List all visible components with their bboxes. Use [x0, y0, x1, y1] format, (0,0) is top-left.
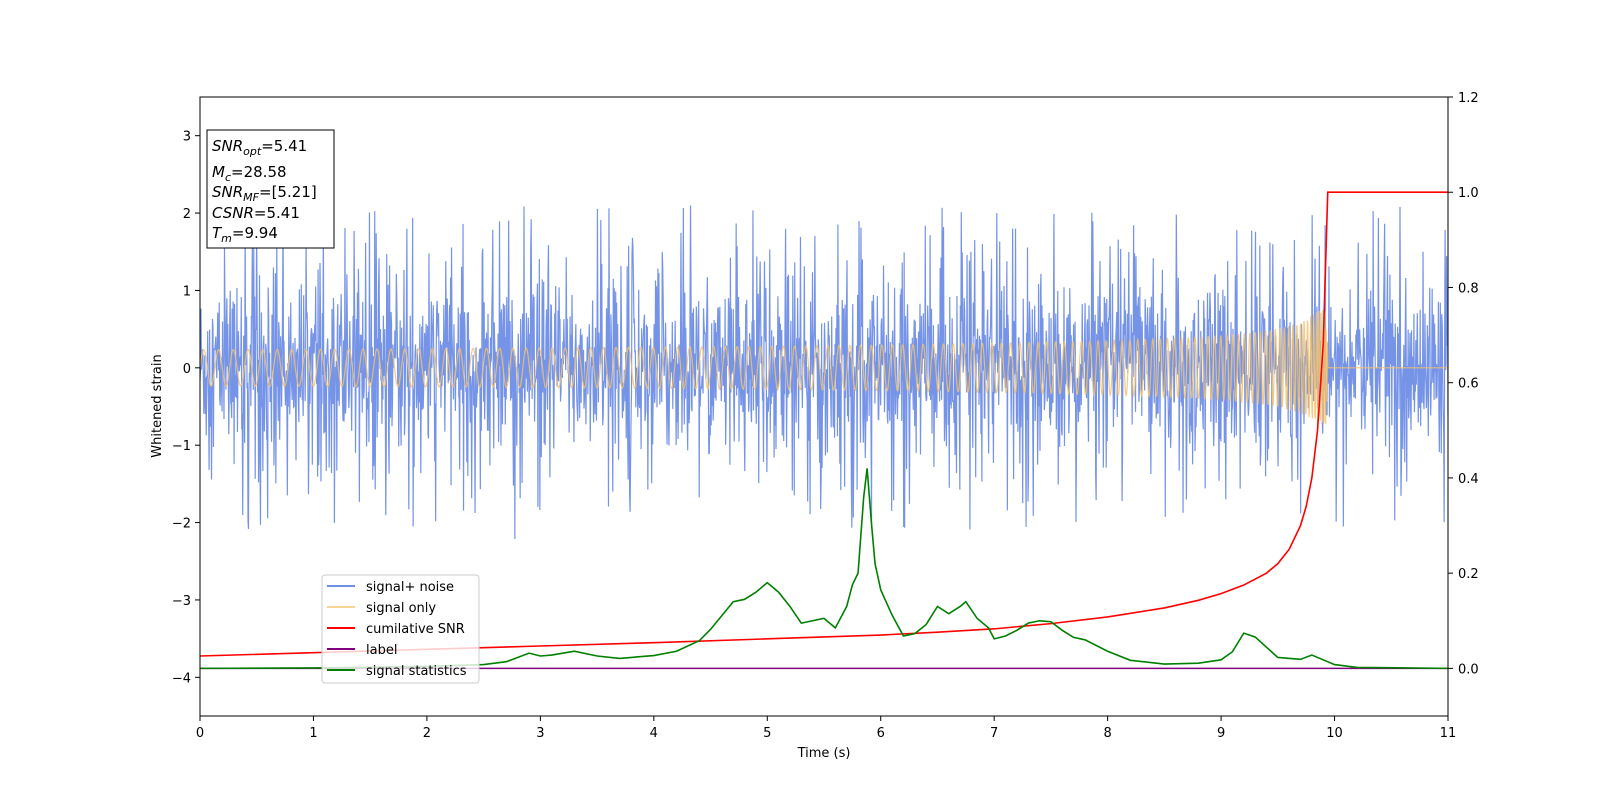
legend-label: signal+ noise	[366, 580, 454, 595]
legend-label: signal statistics	[366, 664, 467, 679]
info-line-subscript: opt	[243, 145, 262, 158]
x-axis-label: Time (s)	[797, 746, 851, 761]
info-box-frame	[206, 129, 335, 249]
info-line-subscript: m	[221, 232, 232, 245]
x-tick-label: 11	[1440, 726, 1457, 741]
info-line: SNRopt=5.41	[212, 137, 307, 158]
y-right-tick-label: 0.4	[1458, 472, 1479, 487]
x-tick-label: 6	[877, 726, 885, 741]
y-tick-label: 2	[183, 207, 191, 222]
legend-label: signal only	[366, 601, 436, 616]
info-line-base: CSNR	[212, 204, 254, 222]
legend: signal+ noise signal only cumilative SNR la…	[321, 574, 480, 684]
x-tick-label: 4	[650, 726, 658, 741]
x-tick-label: 10	[1326, 726, 1343, 741]
info-box: SNRopt=5.41Mc=28.58SNRMF=[5.21]CSNR=5.41…	[206, 129, 335, 249]
y-right-tick-label: 0.2	[1458, 567, 1479, 582]
x-tick-label: 5	[763, 726, 771, 741]
info-line: SNRMF=[5.21]	[212, 183, 317, 204]
x-tick-label: 0	[196, 726, 204, 741]
y-right-tick-label: 0.6	[1458, 377, 1479, 392]
y-right-tick-label: 0.8	[1458, 281, 1479, 296]
info-line: Mc=28.58	[212, 163, 287, 184]
x-tick-label: 3	[536, 726, 544, 741]
y-tick-label: −3	[172, 594, 191, 609]
y-right-tick-label: 0.0	[1458, 662, 1479, 677]
info-line-value: =[5.21]	[259, 183, 317, 201]
x-tick-label: 2	[423, 726, 431, 741]
legend-label: cumilative SNR	[366, 622, 465, 637]
info-line: Tm=9.94	[212, 224, 278, 245]
info-line-value: =9.94	[232, 224, 278, 242]
info-line-base: T	[212, 224, 223, 242]
info-line-value: =28.58	[231, 163, 287, 181]
ticks-layer: 0 1 2 3 4 5 6 7 8 9 10 113210−1−2−3−41.21.00.80.60.…	[172, 91, 1479, 741]
series-line-signal-noise	[200, 205, 1448, 539]
y-right-tick-label: 1.2	[1458, 91, 1479, 106]
y-tick-label: 1	[183, 284, 191, 299]
info-line-value: =5.41	[261, 137, 307, 155]
y-right-tick-label: 1.0	[1458, 186, 1479, 201]
series-line-signal-only	[200, 309, 1448, 426]
x-tick-label: 8	[1103, 726, 1111, 741]
y-tick-label: 0	[183, 362, 191, 377]
info-line-base: SNR	[212, 137, 243, 155]
y-tick-label: −4	[172, 671, 191, 686]
info-line-base: SNR	[212, 183, 243, 201]
info-line-value: =5.41	[254, 204, 300, 222]
legend-label: label	[366, 643, 397, 658]
y-tick-label: −2	[172, 517, 191, 532]
series-line-signal-statistics	[200, 468, 1448, 670]
y-axis-label: Whitened strain	[150, 354, 165, 457]
info-line: CSNR=5.41	[212, 204, 300, 222]
info-line-base: M	[212, 163, 225, 181]
y-tick-label: 3	[183, 130, 191, 145]
x-tick-label: 9	[1217, 726, 1225, 741]
y-tick-label: −1	[172, 439, 191, 454]
x-tick-label: 1	[309, 726, 317, 741]
info-line-subscript: MF	[243, 191, 259, 204]
info-line-subscript: c	[225, 171, 231, 184]
x-tick-label: 7	[990, 726, 998, 741]
series-line-cumilative-snr	[200, 191, 1448, 657]
legend-frame	[321, 574, 480, 684]
plot-frame	[199, 96, 1449, 717]
